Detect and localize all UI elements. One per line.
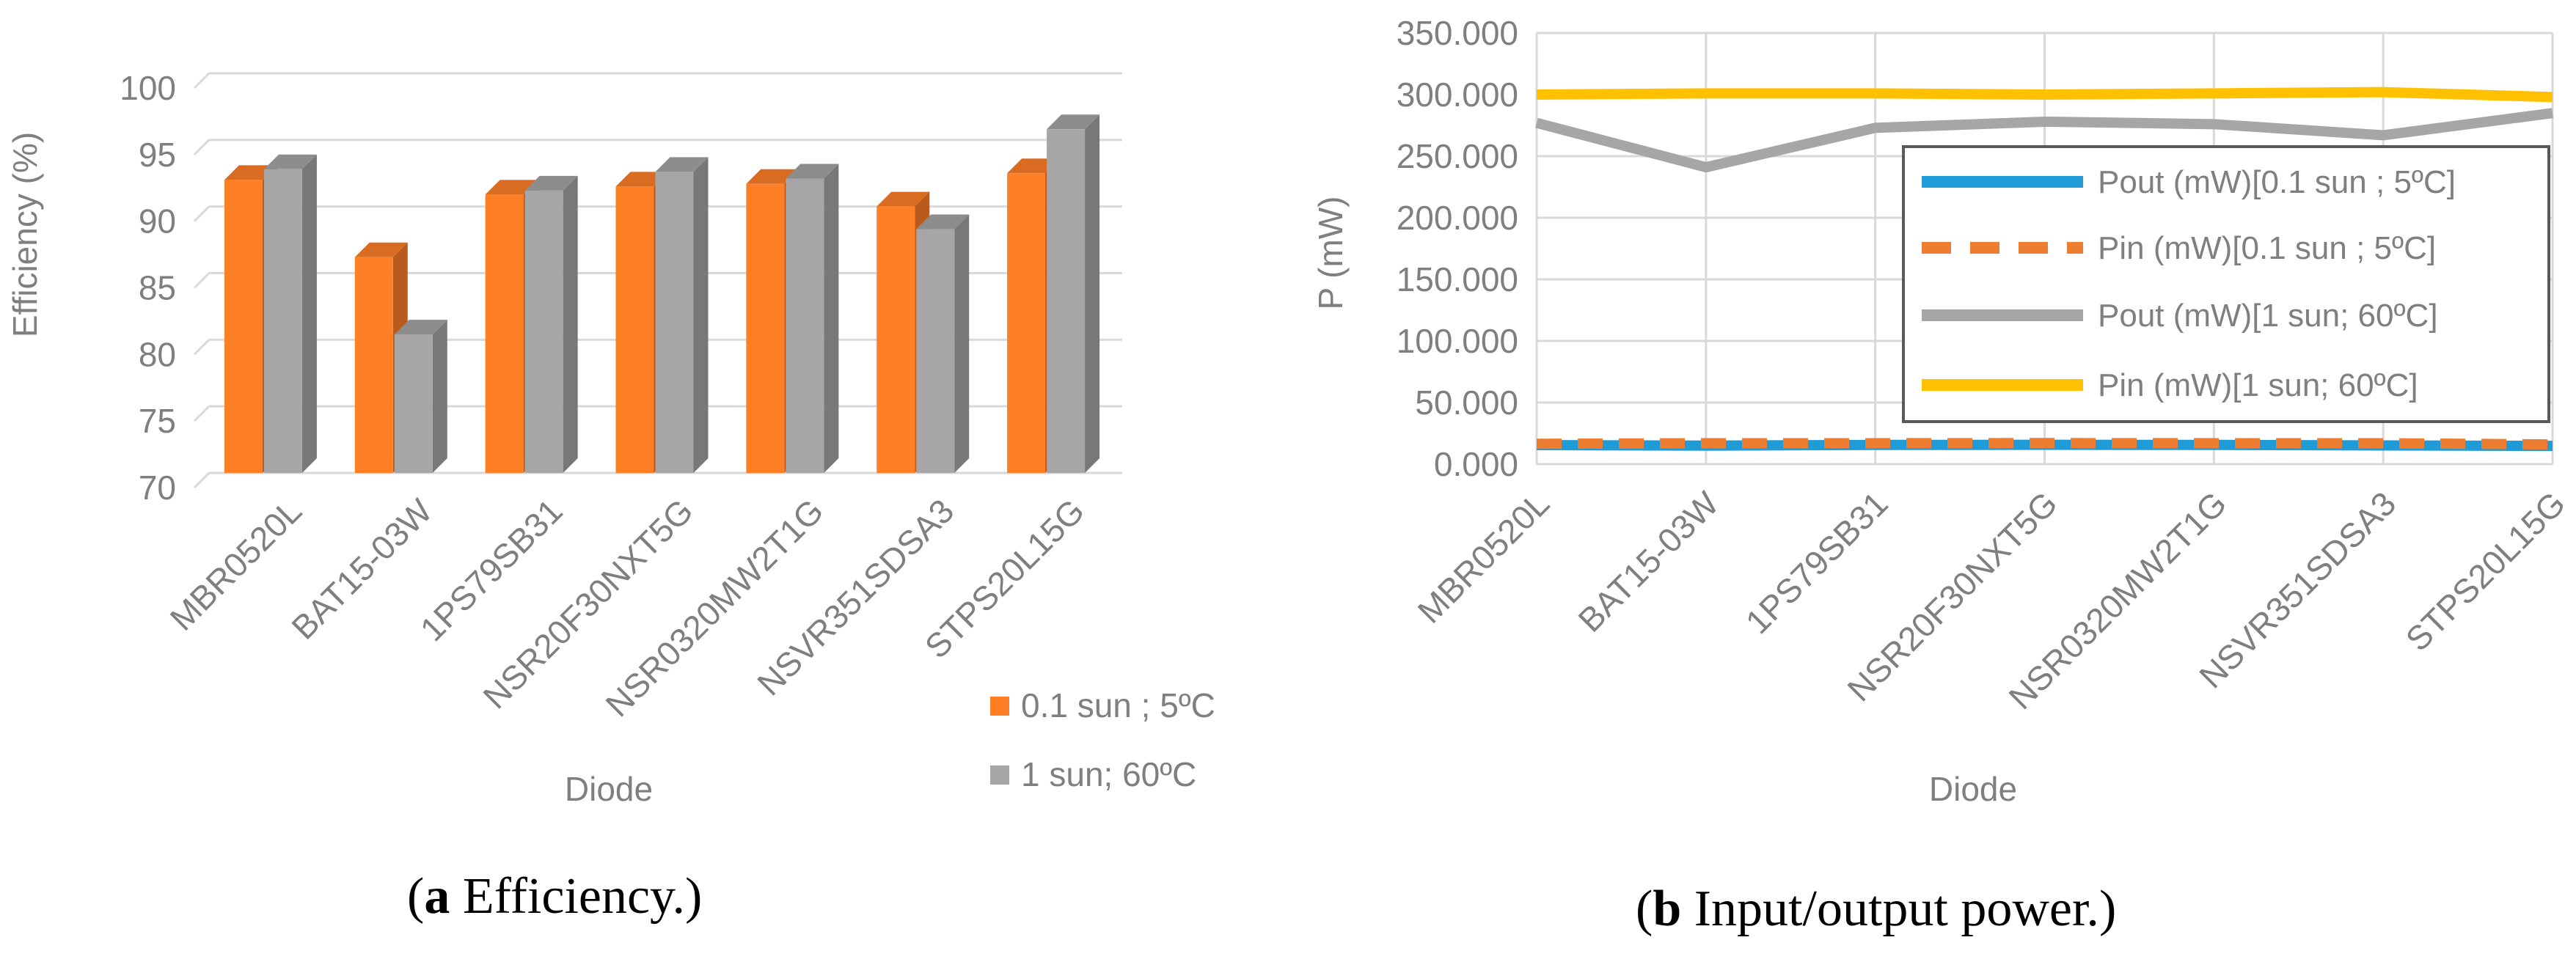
bar-front <box>1007 173 1046 473</box>
gridline-depth <box>193 139 211 155</box>
efficiency-x-axis-title: Diode <box>565 770 653 808</box>
legend-label-1-sun: 1 sun; 60ºC <box>1021 755 1196 793</box>
bar-front <box>224 180 263 474</box>
x-tick-label: 1PS79SB31 <box>1738 484 1895 641</box>
y-tick-label: 100 <box>120 69 176 107</box>
power-legend: Pout (mW)[0.1 sun ; 5ºC] Pin (mW)[0.1 su… <box>1902 145 2550 423</box>
bar <box>524 175 578 473</box>
legend-label-0.1-sun: 0.1 sun ; 5ºC <box>1021 686 1215 724</box>
bar-side <box>432 320 447 473</box>
legend-label-pout-0.1-sun: Pout (mW)[0.1 sun ; 5ºC] <box>2098 164 2456 200</box>
y-tick-label: 70 <box>139 469 176 507</box>
bar <box>263 154 317 474</box>
power-x-ticks: MBR0520L BAT15-03W 1PS79SB31NSR20F30NXT5GN… <box>1410 484 2573 716</box>
bar-top <box>786 164 839 179</box>
gridline-depth <box>193 205 211 222</box>
x-tick-label: BAT15-03W <box>1570 484 1726 639</box>
bar-front <box>354 257 393 473</box>
bar-front <box>615 186 654 473</box>
bar-front <box>746 183 785 474</box>
bar-front <box>263 169 302 474</box>
y-tick-label: 50.000 <box>1415 383 1518 422</box>
bar <box>916 214 970 473</box>
bar <box>655 157 709 473</box>
efficiency-bars <box>224 114 1100 474</box>
y-tick-label: 75 <box>139 402 176 440</box>
x-tick-label: NSR0320MW2T1G <box>598 491 830 724</box>
bar-front <box>786 178 824 473</box>
x-tick-label: STPS20L15G <box>2398 484 2572 658</box>
power-x-axis-title: Diode <box>1929 770 2017 808</box>
bar-side <box>693 157 709 473</box>
efficiency-y-ticks: 70 75 80 85 90 95 100 <box>120 69 176 507</box>
efficiency-chart: 70 75 80 85 90 95 100 MBR0520LBAT15-03W1PS79SB… <box>6 69 1215 925</box>
x-tick-label: MBR0520L <box>1410 484 1557 631</box>
y-tick-label: 85 <box>139 269 176 307</box>
bar-top <box>655 157 709 172</box>
y-tick-label: 200.000 <box>1397 199 1518 237</box>
bar-top <box>877 191 930 207</box>
power-legend-box <box>1902 145 2550 423</box>
y-tick-label: 150.000 <box>1397 260 1518 298</box>
bar-front <box>877 206 915 473</box>
legend-swatch-1-sun <box>990 765 1009 785</box>
legend-label-pout-1-sun: Pout (mW)[1 sun; 60ºC] <box>2098 298 2438 334</box>
bar-top <box>263 154 317 169</box>
y-tick-label: 350.000 <box>1397 14 1518 52</box>
bar-front <box>524 190 563 473</box>
power-y-axis-title: P (mW) <box>1311 196 1350 309</box>
y-tick-label: 95 <box>139 136 176 174</box>
bar-front <box>485 194 524 473</box>
gridline-depth <box>193 72 211 89</box>
power-caption: (b Input/output power.) <box>1636 881 2116 937</box>
y-tick-label: 300.000 <box>1397 76 1518 114</box>
gridline-depth <box>193 405 211 422</box>
power-y-ticks: 0.000 50.000 100.000 150.000 200.000 250.000 3… <box>1397 14 1518 483</box>
gridline-depth <box>193 471 211 489</box>
series-line <box>1536 438 2553 450</box>
y-tick-label: 0.000 <box>1434 445 1518 483</box>
efficiency-legend: 0.1 sun ; 5ºC 1 sun; 60ºC <box>990 686 1215 793</box>
bar-side <box>1085 114 1100 474</box>
bar <box>786 164 839 473</box>
caption-text-b: Input/output power. <box>1681 881 2099 937</box>
x-tick-label: MBR0520L <box>162 491 309 638</box>
bar-top <box>524 175 578 191</box>
bar-side <box>954 214 970 473</box>
bar-side <box>824 164 839 473</box>
y-tick-label: 80 <box>139 335 176 373</box>
bar-side <box>301 154 317 474</box>
series-line <box>1535 108 2553 173</box>
caption-text-a: Efficiency. <box>450 868 685 925</box>
legend-swatch-0.1-sun <box>990 697 1009 716</box>
legend-label-pin-1-sun: Pin (mW)[1 sun; 60ºC] <box>2098 367 2418 403</box>
efficiency-caption: (a Efficiency.) <box>407 868 702 925</box>
bar <box>1047 114 1100 474</box>
caption-letter-a: a <box>424 868 450 925</box>
bar-front <box>394 334 433 473</box>
efficiency-y-axis-title: Efficiency (%) <box>6 132 44 337</box>
y-tick-label: 90 <box>139 202 176 240</box>
gridline-depth <box>193 272 211 289</box>
bar-front <box>655 172 694 473</box>
legend-label-pin-0.1-sun: Pin (mW)[0.1 sun ; 5ºC] <box>2098 230 2436 266</box>
bar <box>394 320 447 473</box>
power-lines <box>1535 87 2553 452</box>
series-line <box>1536 87 2553 103</box>
power-chart: 0.000 50.000 100.000 150.000 200.000 250.000 3… <box>1311 14 2572 937</box>
bar-side <box>563 175 578 473</box>
bar-top <box>916 214 970 230</box>
bar-top <box>1047 114 1100 130</box>
efficiency-x-ticks: MBR0520LBAT15-03W1PS79SB31NSR20F30NXT5GN… <box>162 491 1091 724</box>
bar-top <box>394 320 447 335</box>
caption-letter-b: b <box>1653 881 1681 937</box>
y-tick-label: 100.000 <box>1397 322 1518 360</box>
bar-top <box>354 242 408 257</box>
bar-front <box>1047 129 1086 474</box>
bar-front <box>916 229 955 473</box>
gridline-depth <box>193 339 211 356</box>
y-tick-label: 250.000 <box>1397 137 1518 175</box>
